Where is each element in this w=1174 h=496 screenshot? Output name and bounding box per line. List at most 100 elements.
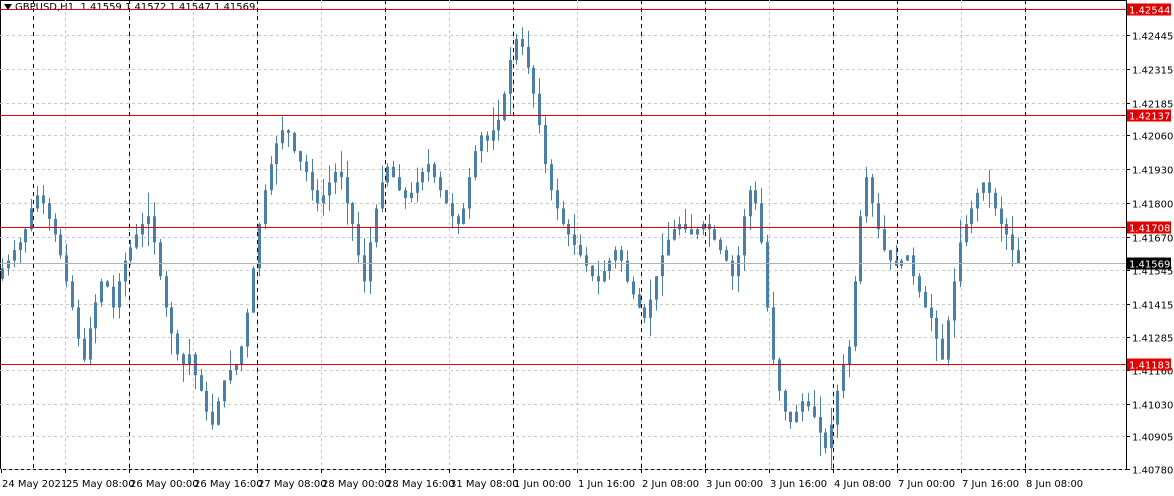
candle-body <box>258 224 261 269</box>
current-price-label: 1.41569 <box>1129 260 1170 271</box>
candle-body <box>311 171 314 191</box>
candle-body <box>509 59 512 94</box>
candle-body <box>684 224 687 230</box>
ohlc-readout: 1.41559 1.41572 1.41547 1.41569 <box>80 2 256 13</box>
level-price-tag <box>1127 358 1171 371</box>
candle-body <box>486 135 489 141</box>
candle-body <box>381 182 384 209</box>
candle-body <box>643 307 646 318</box>
y-tick-label: 1.42445 <box>1132 32 1173 43</box>
candle-body <box>655 276 658 300</box>
candle-body <box>883 229 886 251</box>
x-tick-label: 2 Jun 08:00 <box>642 479 699 490</box>
candle-body <box>334 171 337 183</box>
y-tick-label: 1.40780 <box>1132 466 1173 477</box>
candle-body <box>959 242 962 282</box>
candle-body <box>667 239 670 256</box>
candle-body <box>305 161 308 172</box>
y-tick-label: 1.42315 <box>1132 66 1173 77</box>
candle-body <box>532 67 535 94</box>
y-tick-label: 1.41545 <box>1132 267 1173 278</box>
candle-body <box>77 307 80 339</box>
level-price-label: 1.42137 <box>1129 112 1170 123</box>
candle-body <box>608 260 611 271</box>
candle-body <box>1000 208 1003 225</box>
candle-body <box>275 143 278 165</box>
x-tick-label: 8 Jun 08:00 <box>1026 479 1083 490</box>
candle-body <box>597 276 600 282</box>
candle-body <box>836 390 839 425</box>
candle-body <box>661 255 664 277</box>
y-tick-label: 1.41030 <box>1132 401 1173 412</box>
candle-body <box>153 216 156 243</box>
candle-body <box>71 281 74 308</box>
candle-body <box>871 177 874 204</box>
candle-body <box>445 190 448 204</box>
candle-body <box>24 229 27 243</box>
candle-body <box>930 307 933 318</box>
candle-body <box>912 255 915 277</box>
x-tick-label: 4 Jun 08:00 <box>834 479 891 490</box>
candle-body <box>141 224 144 235</box>
candle-body <box>398 177 401 191</box>
x-tick-label: 28 May 16:00 <box>386 479 455 490</box>
candle-body <box>889 250 892 261</box>
candle-body <box>579 244 582 256</box>
candle-body <box>562 208 565 225</box>
candle-body <box>205 390 208 412</box>
candle-body <box>988 182 991 193</box>
candle-body <box>240 346 243 365</box>
candle-body <box>235 364 238 370</box>
candle-body <box>13 250 16 261</box>
candle-body <box>503 93 506 120</box>
candle-body <box>65 255 68 282</box>
candle-body <box>976 192 979 209</box>
candle-body <box>737 255 740 277</box>
candle-body <box>165 276 168 308</box>
candle-body <box>538 93 541 126</box>
candle-body <box>54 218 57 235</box>
candle-body <box>795 411 798 423</box>
candle-body <box>129 247 132 261</box>
candle-body <box>982 182 985 193</box>
plot-frame <box>0 0 1127 470</box>
candle-body <box>515 39 518 60</box>
candle-body <box>603 270 606 282</box>
candle-body <box>188 354 191 365</box>
candle-body <box>492 130 495 141</box>
candle-body <box>749 190 752 217</box>
candle-body <box>346 177 349 204</box>
candle-body <box>813 406 816 417</box>
level-price-tag <box>1127 3 1171 16</box>
candle-body <box>7 260 10 269</box>
candle-body <box>585 255 588 266</box>
candle-body <box>135 234 138 248</box>
candle-body <box>1 268 4 279</box>
candle-body <box>743 216 746 256</box>
candle-body <box>924 291 927 308</box>
y-tick-label: 1.40905 <box>1132 433 1173 444</box>
candle-body <box>427 164 430 172</box>
candle-body <box>124 260 127 282</box>
candle-body <box>918 276 921 292</box>
y-tick-label: 1.42185 <box>1132 100 1173 111</box>
candle-body <box>1017 250 1020 264</box>
dropdown-triangle-icon[interactable] <box>4 4 12 10</box>
y-tick-label: 1.41285 <box>1132 334 1173 345</box>
candle-body <box>527 46 530 68</box>
candle-body <box>404 190 407 199</box>
candle-body <box>299 151 302 162</box>
x-tick-label: 27 May 08:00 <box>258 479 327 490</box>
candle-body <box>784 390 787 412</box>
candle-body <box>89 328 92 360</box>
candle-body <box>632 281 635 295</box>
x-tick-label: 1 Jun 00:00 <box>514 479 571 490</box>
candle-body <box>965 224 968 243</box>
level-price-tag <box>1127 109 1171 122</box>
candle-body <box>947 320 950 360</box>
x-tick-label: 31 May 08:00 <box>450 479 519 490</box>
candle-body <box>690 229 693 235</box>
candle-body <box>754 190 757 204</box>
x-tick-label: 25 May 08:00 <box>66 479 135 490</box>
